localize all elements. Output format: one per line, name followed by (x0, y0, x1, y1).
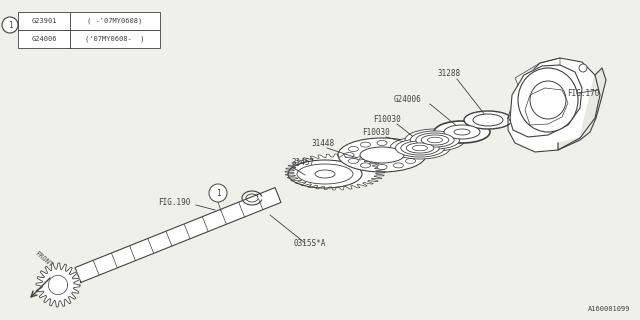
Text: ('07MY0608-  ): ('07MY0608- ) (85, 36, 145, 42)
Polygon shape (558, 68, 606, 150)
Ellipse shape (394, 163, 403, 168)
Ellipse shape (416, 133, 454, 147)
Ellipse shape (360, 163, 371, 168)
Circle shape (2, 17, 18, 33)
Ellipse shape (473, 114, 503, 126)
Text: FIG.170: FIG.170 (567, 89, 600, 98)
Ellipse shape (434, 121, 490, 143)
Text: 1: 1 (216, 188, 220, 197)
Ellipse shape (464, 111, 512, 129)
Ellipse shape (454, 129, 470, 135)
Text: F10030: F10030 (362, 128, 390, 137)
Text: F10030: F10030 (373, 115, 401, 124)
Ellipse shape (444, 125, 480, 139)
Circle shape (579, 64, 587, 72)
Text: G24006: G24006 (31, 36, 57, 42)
Text: 31457: 31457 (292, 158, 315, 167)
Ellipse shape (410, 131, 460, 149)
Polygon shape (75, 188, 281, 283)
Text: 0315S*A: 0315S*A (293, 238, 325, 247)
Ellipse shape (421, 135, 449, 145)
Ellipse shape (394, 142, 403, 147)
Text: 31288: 31288 (437, 69, 460, 78)
Ellipse shape (518, 68, 578, 132)
Ellipse shape (390, 137, 450, 159)
Text: 31448: 31448 (312, 139, 335, 148)
Ellipse shape (406, 143, 434, 153)
Ellipse shape (360, 142, 371, 147)
Ellipse shape (348, 158, 358, 164)
Ellipse shape (360, 147, 404, 163)
Ellipse shape (410, 153, 420, 157)
Ellipse shape (338, 138, 426, 172)
Bar (18, 30, 160, 48)
Ellipse shape (405, 129, 465, 151)
Ellipse shape (377, 164, 387, 170)
Ellipse shape (297, 164, 353, 184)
Polygon shape (36, 263, 80, 307)
Ellipse shape (401, 141, 439, 155)
Circle shape (209, 184, 227, 202)
Ellipse shape (396, 139, 445, 157)
Text: FRONT: FRONT (34, 250, 54, 268)
Text: G23901: G23901 (31, 18, 57, 24)
Ellipse shape (428, 137, 442, 143)
Ellipse shape (406, 158, 415, 164)
Text: FIG.190: FIG.190 (158, 197, 190, 206)
Ellipse shape (344, 153, 354, 157)
Ellipse shape (288, 160, 362, 188)
Ellipse shape (315, 170, 335, 178)
Polygon shape (285, 154, 385, 190)
Ellipse shape (348, 147, 358, 151)
Polygon shape (510, 65, 582, 137)
Bar (18, 12, 160, 30)
Ellipse shape (530, 81, 566, 119)
Ellipse shape (377, 140, 387, 146)
Text: A160001099: A160001099 (588, 306, 630, 312)
Ellipse shape (406, 147, 415, 151)
Text: G24006: G24006 (394, 95, 422, 104)
Polygon shape (508, 58, 600, 152)
Text: 1: 1 (8, 20, 12, 29)
Text: ( -'07MY0608): ( -'07MY0608) (88, 18, 143, 24)
Ellipse shape (413, 145, 428, 151)
